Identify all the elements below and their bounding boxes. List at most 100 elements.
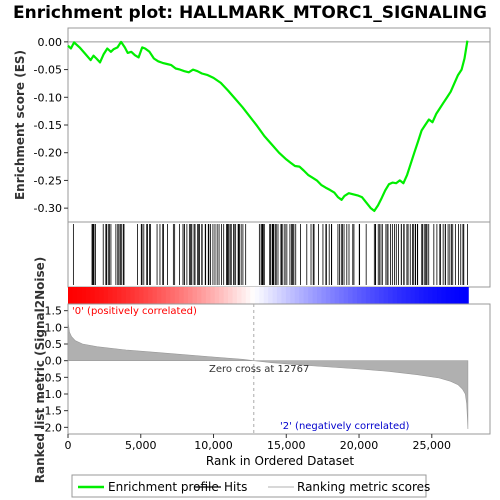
band-segment [441, 287, 447, 304]
band-segment [445, 287, 451, 304]
band-segment [228, 287, 234, 304]
band-segment [397, 287, 403, 304]
band-segment [236, 287, 243, 304]
band-segment [379, 287, 385, 304]
band-segment [268, 287, 274, 304]
band-segment [290, 287, 296, 304]
metric-y-tick-label: -0.5 [41, 371, 62, 384]
metric-series [67, 304, 469, 434]
x-axis-label: Rank in Ordered Dataset [206, 454, 354, 468]
es-panel-frame [67, 27, 491, 223]
band-segment [214, 287, 220, 304]
x-tick-label: 5,000 [125, 439, 157, 452]
band-segment [170, 287, 176, 304]
chart-title: Enrichment plot: HALLMARK_MTORC1_SIGNALI… [13, 3, 487, 23]
band-segment [450, 287, 456, 304]
es-y-tick-label: -0.10 [34, 91, 62, 104]
band-segment [405, 287, 411, 304]
band-segment [272, 287, 278, 304]
band-segment [254, 287, 260, 304]
band-segment [428, 287, 434, 304]
band-segment [325, 287, 331, 304]
band-segment [76, 287, 82, 304]
band-segment [312, 287, 318, 304]
band-segment [72, 287, 78, 304]
legend-label: Enrichment profile [108, 480, 219, 494]
metric-y-tick-label: -2.0 [41, 421, 62, 434]
band-segment [94, 287, 100, 304]
band-segment [116, 287, 122, 304]
legend-label: Ranking metric scores [297, 480, 430, 494]
band-segment [99, 287, 105, 304]
band-segment [383, 287, 389, 304]
band-segment [414, 287, 420, 304]
band-segment [423, 287, 429, 304]
band-segment [188, 287, 194, 304]
band-segment [112, 287, 118, 304]
band-segment [130, 287, 136, 304]
band-segment [81, 287, 87, 304]
band-segment [348, 287, 354, 304]
zero-cross-label: Zero cross at 12767 [209, 364, 309, 375]
band-segment [352, 287, 358, 304]
band-segment [316, 287, 323, 304]
band-segment [392, 287, 398, 304]
band-segment [388, 287, 394, 304]
band-segment [134, 287, 140, 304]
band-segment [85, 287, 91, 304]
band-segment [152, 287, 158, 304]
x-tick-label: 10,000 [194, 439, 233, 452]
band-segment [210, 287, 216, 304]
band-segment [365, 287, 371, 304]
band-segment [143, 287, 149, 304]
band-segment [432, 287, 438, 304]
band-segment [276, 287, 283, 304]
band-segment [343, 287, 349, 304]
band-segment [303, 287, 309, 304]
band-segment [285, 287, 291, 304]
band-segment [370, 287, 376, 304]
band-segment [90, 287, 96, 304]
metric-axis: 1.5 1.0 0.5 0.0 -0.5 -1.0 -1.5 -2.0 [41, 305, 68, 434]
band-segment [454, 287, 460, 304]
band-segment [108, 287, 114, 304]
x-tick-label: 15,000 [267, 439, 306, 452]
metric-y-tick-label: 1.5 [45, 305, 63, 318]
band-segment [281, 287, 287, 304]
band-segment [374, 287, 380, 304]
es-y-tick-label: 0.00 [38, 36, 63, 49]
band-segment [357, 287, 363, 304]
es-y-tick-label: -0.30 [34, 202, 62, 215]
es-axis-label: Enrichment score (ES) [13, 50, 27, 200]
negative-correlation-label: '2' (negatively correlated) [280, 421, 409, 432]
x-tick-label: 25,000 [413, 439, 452, 452]
band-segment [148, 287, 154, 304]
band-segment [339, 287, 345, 304]
metric-y-tick-label: -1.5 [41, 405, 62, 418]
metric-y-tick-label: -1.0 [41, 388, 62, 401]
band-segment [334, 287, 340, 304]
es-y-tick-label: -0.20 [34, 147, 62, 160]
band-segment [174, 287, 180, 304]
metric-axis-label: Ranked list metric (Signal2Noise) [33, 257, 47, 484]
ranking-metric-area [67, 308, 469, 430]
band-segment [183, 287, 189, 304]
legend-box [71, 474, 427, 498]
band-segment [321, 287, 327, 304]
band-segment [419, 287, 425, 304]
band-segment [219, 287, 225, 304]
x-tick-label: 0 [65, 439, 72, 452]
band-segment [259, 287, 265, 304]
metric-y-tick-label: 1.0 [45, 321, 63, 334]
band-segment [103, 287, 109, 304]
band-segment [192, 287, 198, 304]
band-segment [223, 287, 229, 304]
x-axis: 0 5,000 10,000 15,000 20,000 25,000 [65, 434, 452, 452]
band-segment [139, 287, 145, 304]
es-y-tick-label: -0.25 [34, 174, 62, 187]
legend-label: Hits [224, 480, 247, 494]
rank-color-band [68, 287, 469, 304]
es-axis: 0.00 -0.05 -0.10 -0.15 -0.20 -0.25 -0.30 [34, 36, 490, 215]
x-tick-label: 20,000 [340, 439, 379, 452]
